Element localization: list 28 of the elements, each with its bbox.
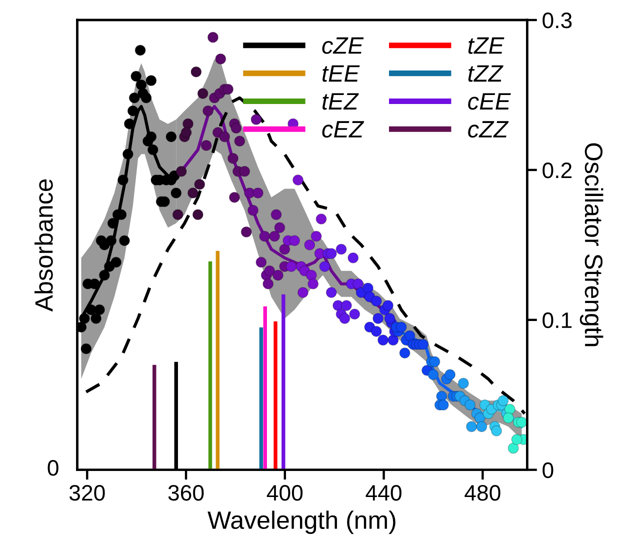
legend-label: tEE <box>322 65 360 82</box>
bar <box>208 261 212 470</box>
y2-axis-title: Oscillator Strength <box>580 143 604 346</box>
bar <box>216 250 220 470</box>
bar <box>152 364 156 470</box>
bar <box>274 321 278 470</box>
y-axis-title: Absorbance <box>34 179 53 312</box>
x-tick-label: 400 <box>266 484 303 501</box>
text: 0 <box>48 460 58 476</box>
x-tick-label: 440 <box>366 484 402 501</box>
y2-tick-label: 0.3 <box>542 12 572 28</box>
bar <box>263 306 267 470</box>
x-axis-title: Wavelength (nm) <box>208 510 396 534</box>
x-tick-label: 320 <box>69 484 105 501</box>
legend-label: tZE <box>468 37 504 54</box>
y2-tick-label: 0 <box>542 462 554 478</box>
legend-label: cZE <box>322 37 364 54</box>
legend-label: cEZ <box>322 121 364 138</box>
bar <box>282 294 286 470</box>
legend-label: tZZ <box>468 65 504 82</box>
legend-label: cEE <box>468 93 511 110</box>
y2-tick-label: 0.1 <box>542 312 572 328</box>
x-tick-label: 360 <box>168 484 204 501</box>
legend-label: cZZ <box>468 121 509 138</box>
x-tick-label: 480 <box>464 484 500 501</box>
y2-tick-label: 0.2 <box>542 162 572 178</box>
legend-label: tEZ <box>322 93 359 110</box>
bar <box>259 327 264 470</box>
